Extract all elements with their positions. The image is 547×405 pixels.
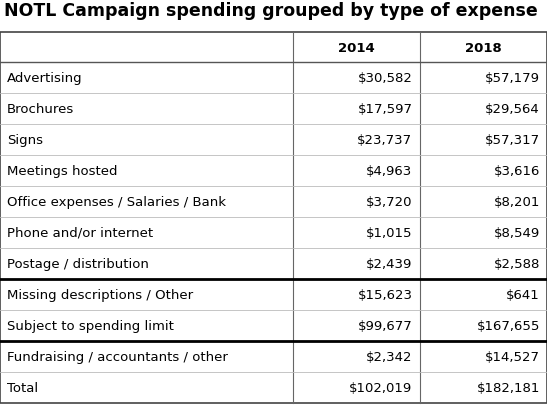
Text: $2,439: $2,439 xyxy=(366,257,412,270)
Text: $8,201: $8,201 xyxy=(493,196,540,209)
Text: $15,623: $15,623 xyxy=(357,288,412,301)
Text: 2018: 2018 xyxy=(465,41,502,54)
Text: Advertising: Advertising xyxy=(7,72,83,85)
Text: Meetings hosted: Meetings hosted xyxy=(7,164,118,177)
Text: Signs: Signs xyxy=(7,134,43,147)
Text: $17,597: $17,597 xyxy=(357,103,412,116)
Text: $167,655: $167,655 xyxy=(476,319,540,332)
Text: $14,527: $14,527 xyxy=(485,350,540,363)
Text: $29,564: $29,564 xyxy=(485,103,540,116)
Text: $3,616: $3,616 xyxy=(493,164,540,177)
Text: $57,317: $57,317 xyxy=(485,134,540,147)
Text: $2,588: $2,588 xyxy=(493,257,540,270)
Text: $1,015: $1,015 xyxy=(366,226,412,239)
Text: $23,737: $23,737 xyxy=(357,134,412,147)
Text: Brochures: Brochures xyxy=(7,103,74,116)
Text: $641: $641 xyxy=(506,288,540,301)
Text: $57,179: $57,179 xyxy=(485,72,540,85)
Text: Subject to spending limit: Subject to spending limit xyxy=(7,319,174,332)
Text: $2,342: $2,342 xyxy=(366,350,412,363)
Text: Office expenses / Salaries / Bank: Office expenses / Salaries / Bank xyxy=(7,196,226,209)
Text: $30,582: $30,582 xyxy=(358,72,412,85)
Text: $102,019: $102,019 xyxy=(349,381,412,394)
Text: $99,677: $99,677 xyxy=(358,319,412,332)
Text: $8,549: $8,549 xyxy=(493,226,540,239)
Text: $4,963: $4,963 xyxy=(366,164,412,177)
Text: $3,720: $3,720 xyxy=(366,196,412,209)
Text: Missing descriptions / Other: Missing descriptions / Other xyxy=(7,288,193,301)
Text: Phone and/or internet: Phone and/or internet xyxy=(7,226,153,239)
Text: Total: Total xyxy=(7,381,38,394)
Text: Postage / distribution: Postage / distribution xyxy=(7,257,149,270)
Text: 2014: 2014 xyxy=(337,41,375,54)
Text: $182,181: $182,181 xyxy=(476,381,540,394)
Text: NOTL Campaign spending grouped by type of expense: NOTL Campaign spending grouped by type o… xyxy=(4,2,538,20)
Text: Fundraising / accountants / other: Fundraising / accountants / other xyxy=(7,350,228,363)
